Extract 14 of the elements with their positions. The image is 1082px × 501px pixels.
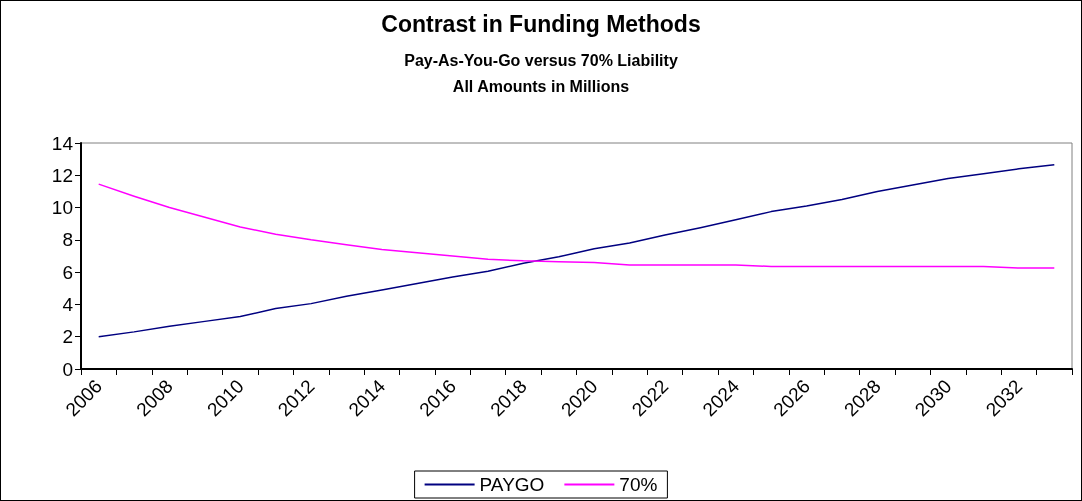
y-tick-label: 4: [62, 293, 74, 315]
y-tick-label: 8: [62, 229, 73, 251]
y-tick-label: 0: [62, 358, 73, 380]
legend-label: 70%: [619, 474, 658, 495]
y-tick-label: 6: [62, 261, 73, 283]
y-tick-label: 10: [51, 197, 73, 219]
chart-subtitle: Pay-As-You-Go versus 70% Liability All Amounts in Millions: [404, 51, 678, 95]
line-series: [97, 164, 1056, 338]
y-tick-label: 14: [51, 132, 74, 154]
chart-title: Contrast in Funding Methods: [381, 10, 701, 37]
legend-label: PAYGO: [479, 474, 545, 495]
line-series: [97, 183, 1056, 269]
y-tick-label: 12: [51, 164, 73, 186]
y-tick-label: 2: [62, 326, 73, 348]
